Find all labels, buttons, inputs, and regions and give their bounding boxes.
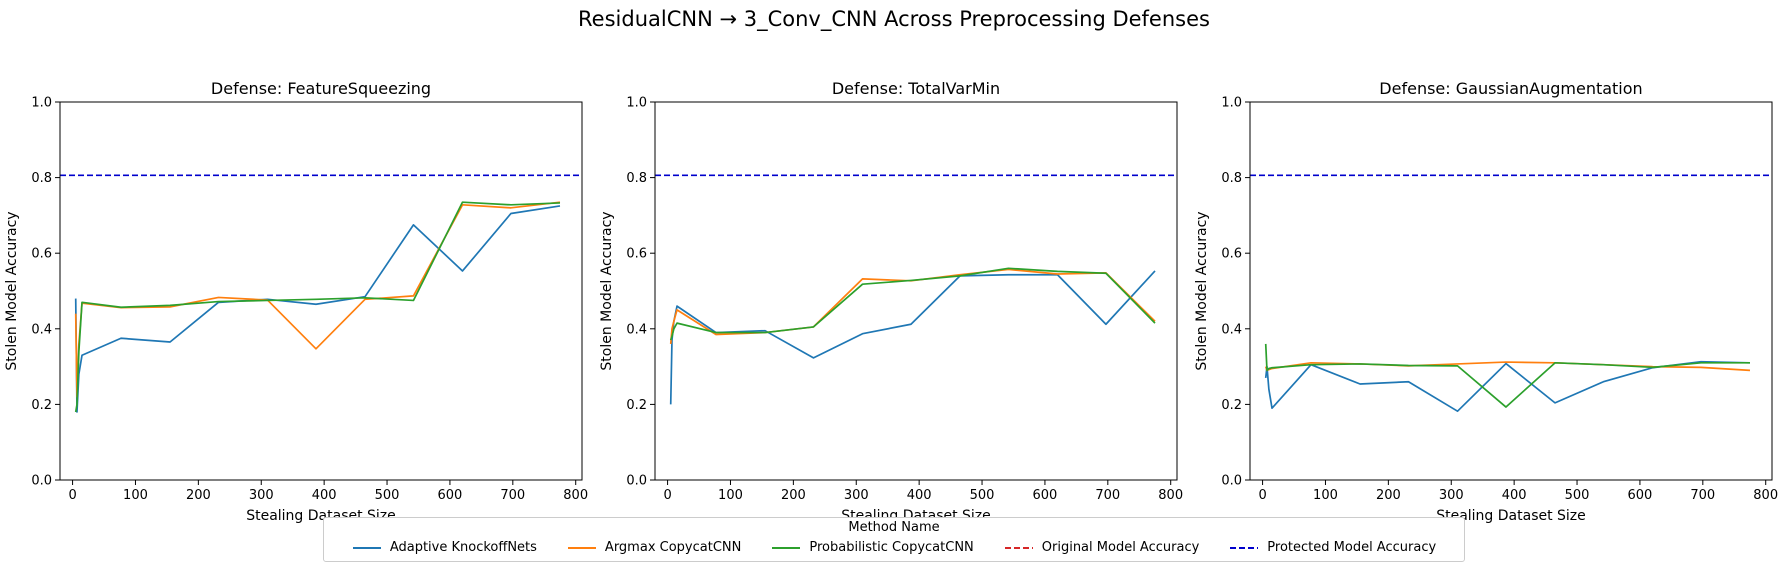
legend-label: Probabilistic CopycatCNN bbox=[809, 540, 974, 555]
panel-1: Defense: FeatureSqueezing 0 100 200 300 400 50… bbox=[4, 79, 588, 524]
series-line-argmax-copycatcnn bbox=[1264, 361, 1751, 372]
legend-items: Adaptive KnockoffNets Argmax CopycatCNN Pr… bbox=[324, 540, 1464, 555]
y-tick-label: 0.2 bbox=[1221, 398, 1242, 413]
y-axis-label: Stolen Model Accuracy bbox=[4, 211, 20, 370]
x-tick-label: 200 bbox=[1376, 488, 1401, 503]
series-line-probabilistic-copycatcnn bbox=[74, 201, 561, 413]
y-tick-label: 0.0 bbox=[31, 474, 52, 489]
legend: Method Name Adaptive KnockoffNets Argmax … bbox=[323, 517, 1465, 562]
legend-item: Argmax CopycatCNN bbox=[567, 540, 741, 555]
y-tick-label: 0.8 bbox=[626, 171, 647, 186]
y-tick-label: 0.4 bbox=[31, 322, 52, 337]
plot-frame bbox=[59, 101, 583, 481]
x-tick-label: 400 bbox=[1502, 488, 1527, 503]
x-tick-label: 0 bbox=[663, 488, 671, 503]
series-line-adaptive-knockoffnets bbox=[1264, 360, 1751, 413]
panel-3: Defense: GaussianAugmentation 0 100 200 300 4… bbox=[1194, 79, 1778, 524]
x-tick-label: 400 bbox=[312, 488, 337, 503]
y-tick-label: 0.2 bbox=[626, 398, 647, 413]
y-tick-label: 0.8 bbox=[1221, 171, 1242, 186]
legend-title: Method Name bbox=[848, 520, 940, 535]
x-tick-label: 500 bbox=[970, 488, 995, 503]
x-tick-label: 300 bbox=[844, 488, 869, 503]
figure-title: ResidualCNN → 3_Conv_CNN Across Preproce… bbox=[578, 7, 1210, 32]
y-tick-label: 0.8 bbox=[31, 171, 52, 186]
panel-title: Defense: FeatureSqueezing bbox=[211, 79, 431, 98]
legend-label: Protected Model Accuracy bbox=[1267, 540, 1437, 555]
plot-frame bbox=[1249, 101, 1773, 481]
panel-2: Defense: TotalVarMin 0 100 200 300 400 500 600 7… bbox=[599, 79, 1183, 524]
legend-item: Original Model Accuracy bbox=[1004, 540, 1200, 555]
y-tick-label: 0.0 bbox=[626, 474, 647, 489]
x-axis-label: Stealing Dataset Size bbox=[1436, 508, 1586, 524]
x-tick-label: 500 bbox=[1565, 488, 1590, 503]
x-tick-label: 300 bbox=[249, 488, 274, 503]
y-tick-label: 0.6 bbox=[1221, 247, 1242, 262]
x-tick-label: 700 bbox=[1690, 488, 1715, 503]
y-tick-label: 1.0 bbox=[626, 96, 647, 111]
x-tick-label: 800 bbox=[1753, 488, 1778, 503]
x-tick-label: 600 bbox=[438, 488, 463, 503]
x-tick-label: 100 bbox=[718, 488, 743, 503]
legend-item: Protected Model Accuracy bbox=[1229, 540, 1436, 555]
x-tick-label: 800 bbox=[1158, 488, 1183, 503]
legend-label: Argmax CopycatCNN bbox=[604, 540, 742, 555]
y-axis-label: Stolen Model Accuracy bbox=[599, 211, 615, 370]
x-tick-label: 200 bbox=[781, 488, 806, 503]
x-tick-label: 0 bbox=[68, 488, 76, 503]
series-line-adaptive-knockoffnets bbox=[74, 205, 561, 413]
legend-swatch bbox=[1004, 546, 1033, 549]
series-line-adaptive-knockoffnets bbox=[669, 270, 1156, 405]
x-tick-label: 300 bbox=[1439, 488, 1464, 503]
x-tick-label: 100 bbox=[1313, 488, 1338, 503]
y-tick-label: 0.4 bbox=[1221, 322, 1242, 337]
legend-item: Probabilistic CopycatCNN bbox=[771, 540, 974, 555]
legend-swatch bbox=[772, 546, 801, 549]
x-tick-label: 600 bbox=[1628, 488, 1653, 503]
y-tick-label: 0.6 bbox=[626, 247, 647, 262]
x-tick-label: 0 bbox=[1258, 488, 1266, 503]
y-tick-label: 1.0 bbox=[31, 96, 52, 111]
legend-swatch bbox=[352, 546, 381, 549]
y-tick-label: 0.4 bbox=[626, 322, 647, 337]
y-tick-label: 0.6 bbox=[31, 247, 52, 262]
y-tick-label: 1.0 bbox=[1221, 96, 1242, 111]
x-tick-label: 800 bbox=[563, 488, 588, 503]
series-line-argmax-copycatcnn bbox=[669, 268, 1156, 344]
x-tick-label: 500 bbox=[375, 488, 400, 503]
y-tick-label: 0.0 bbox=[1221, 474, 1242, 489]
legend-label: Adaptive KnockoffNets bbox=[389, 540, 537, 555]
legend-item: Adaptive KnockoffNets bbox=[352, 540, 537, 555]
panel-title: Defense: TotalVarMin bbox=[832, 79, 1000, 98]
x-tick-label: 200 bbox=[186, 488, 211, 503]
legend-label: Original Model Accuracy bbox=[1041, 540, 1200, 555]
legend-swatch bbox=[567, 546, 596, 549]
legend-swatch bbox=[1230, 546, 1259, 549]
y-tick-label: 0.2 bbox=[31, 398, 52, 413]
x-tick-label: 700 bbox=[1095, 488, 1120, 503]
panel-title: Defense: GaussianAugmentation bbox=[1379, 79, 1642, 98]
x-tick-label: 700 bbox=[500, 488, 525, 503]
x-tick-label: 600 bbox=[1033, 488, 1058, 503]
y-axis-label: Stolen Model Accuracy bbox=[1194, 211, 1210, 370]
plot-frame bbox=[654, 101, 1178, 481]
series-line-probabilistic-copycatcnn bbox=[669, 267, 1156, 341]
x-tick-label: 400 bbox=[907, 488, 932, 503]
series-line-probabilistic-copycatcnn bbox=[1264, 343, 1750, 408]
x-tick-label: 100 bbox=[123, 488, 148, 503]
